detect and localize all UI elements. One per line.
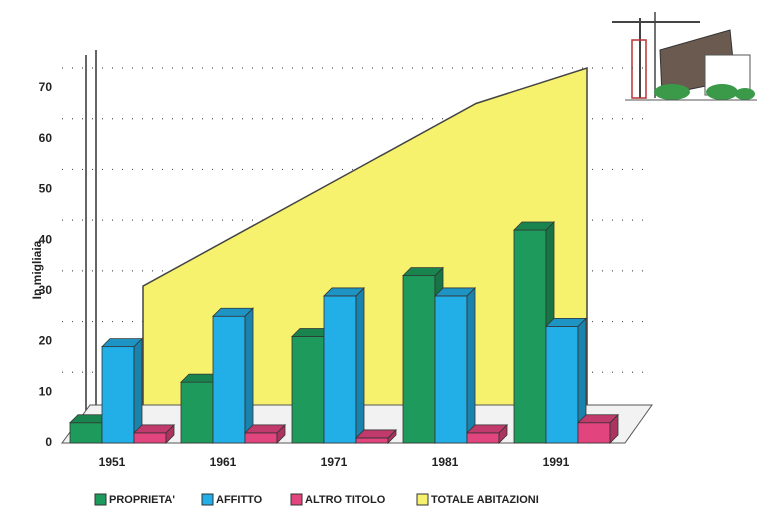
bar-front: [244, 432, 278, 444]
x-tick-label: 1951: [99, 455, 126, 469]
legend-swatch: [290, 493, 303, 506]
bar-front: [545, 325, 579, 444]
x-tick-label: 1961: [210, 455, 237, 469]
x-tick-label: 1971: [321, 455, 348, 469]
legend-swatch: [416, 493, 429, 506]
bar: [355, 428, 397, 444]
y-tick-label: 40: [39, 232, 53, 246]
bar: [101, 337, 143, 444]
legend-swatch: [94, 493, 107, 506]
bar-side: [355, 286, 365, 444]
bar: [434, 286, 476, 444]
legend-swatch: [201, 493, 214, 506]
bar-top: [545, 317, 587, 327]
bar-front: [212, 315, 246, 444]
bar-top: [244, 424, 286, 434]
bar-front: [466, 432, 500, 444]
x-tick-label: 1991: [543, 455, 570, 469]
bar-front: [133, 432, 167, 444]
bar-front: [101, 346, 135, 444]
bar-front: [291, 336, 325, 444]
bar: [545, 317, 587, 444]
y-tick-label: 10: [39, 384, 53, 398]
bar-top: [466, 424, 508, 434]
bar-top: [513, 221, 555, 231]
legend-label: AFFITTO: [216, 494, 263, 506]
bar-top: [323, 287, 365, 297]
bar-side: [244, 307, 254, 444]
bar-front: [323, 295, 357, 444]
y-tick-label: 30: [39, 283, 53, 297]
legend-label: PROPRIETA': [109, 494, 175, 506]
y-tick-label: 20: [39, 334, 53, 348]
bar: [212, 307, 254, 444]
area: [142, 66, 588, 424]
y-tick-label: 60: [39, 131, 53, 145]
bar-top: [434, 287, 476, 297]
bar: [133, 423, 175, 444]
legend-label: TOTALE ABITAZIONI: [431, 494, 539, 506]
bar-front: [69, 422, 103, 444]
bar-top: [402, 267, 444, 277]
bar-top: [577, 414, 619, 424]
bar-top: [101, 338, 143, 348]
y-tick-label: 70: [39, 80, 53, 94]
bar-front: [577, 422, 611, 444]
y-axis-label: In migliaia: [30, 240, 44, 299]
illustration: [612, 12, 757, 101]
bar-front: [355, 437, 389, 444]
y-tick-label: 0: [45, 435, 52, 449]
y-tick-label: 50: [39, 182, 53, 196]
bar-top: [212, 307, 254, 317]
bar: [466, 423, 508, 444]
bar: [323, 286, 365, 444]
bar-front: [434, 295, 468, 444]
bar-front: [402, 275, 436, 444]
bar-side: [466, 286, 476, 444]
bar-top: [133, 424, 175, 434]
legend-label: ALTRO TITOLO: [305, 494, 386, 506]
x-tick-label: 1981: [432, 455, 459, 469]
bar-front: [180, 381, 214, 444]
bar: [577, 413, 619, 444]
bar-top: [355, 429, 397, 439]
bar: [244, 423, 286, 444]
bar-front: [513, 229, 547, 444]
